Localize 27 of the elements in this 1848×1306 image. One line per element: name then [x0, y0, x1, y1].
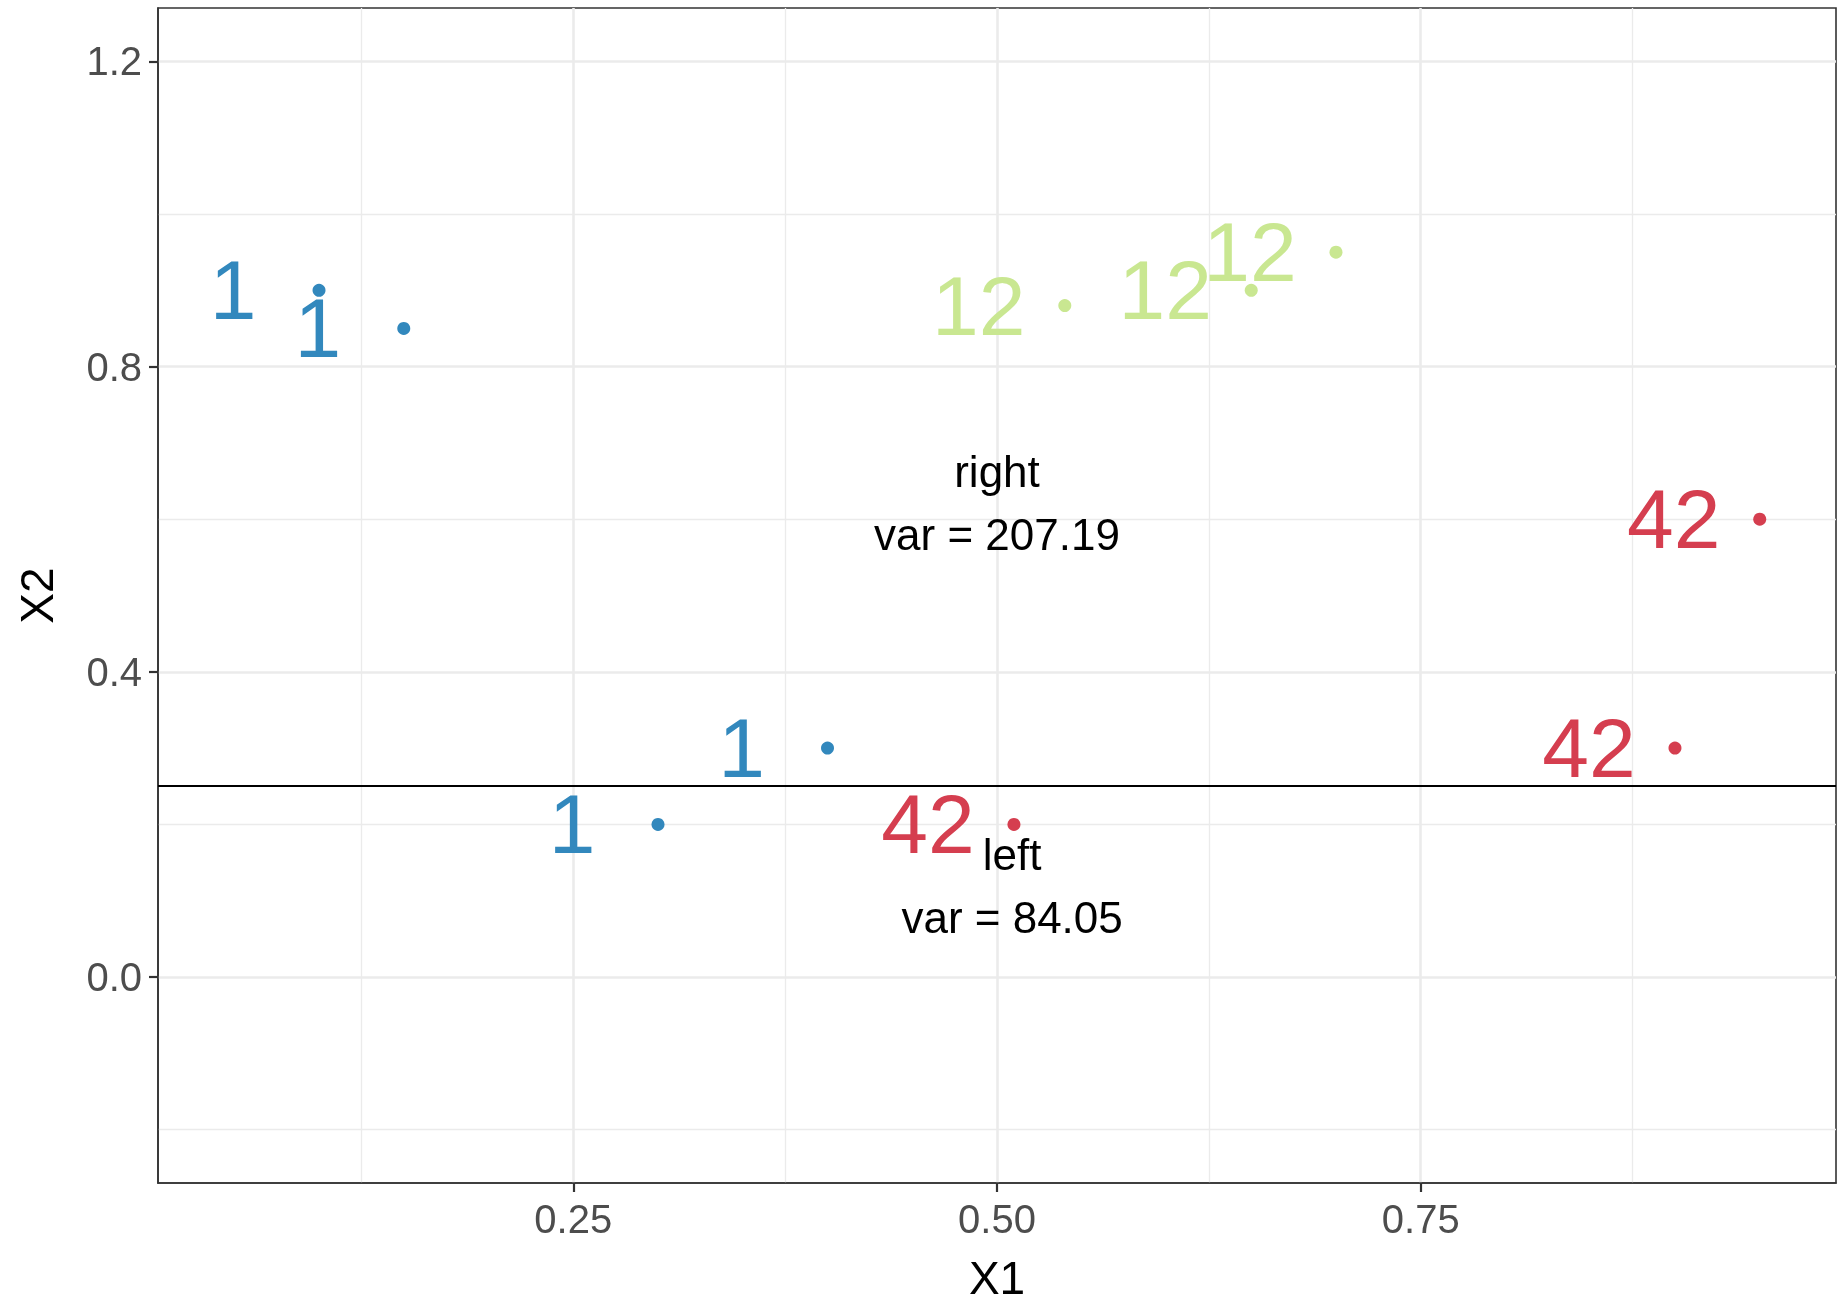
point: [312, 283, 326, 297]
text: 12: [932, 258, 1026, 353]
point: [821, 741, 835, 755]
series-label: 1: [294, 281, 342, 376]
text: 1: [718, 701, 765, 796]
x-axis-title: X1: [968, 1252, 1026, 1304]
point: [1329, 245, 1343, 259]
annotation: right var = 207.19: [874, 447, 1120, 560]
point: [1668, 741, 1682, 755]
text: 1: [548, 777, 596, 872]
text: 42: [1542, 701, 1636, 796]
y-axis-title: X2: [11, 567, 63, 624]
x-tick-label: 0.25: [534, 1197, 613, 1241]
x-tick-label: 0.75: [1381, 1197, 1460, 1241]
y-tick-label: 1.2: [86, 39, 142, 84]
y-tick-label: 0.0: [86, 954, 142, 999]
y-tick-label: 0.8: [86, 344, 142, 389]
x-tick-label: 0.50: [958, 1197, 1036, 1241]
point: [651, 817, 665, 831]
point: [1753, 512, 1767, 526]
series-label: 42: [1627, 472, 1721, 567]
point: [397, 321, 411, 335]
point: [1058, 299, 1072, 313]
text: 1: [209, 243, 257, 338]
point: [1244, 283, 1258, 297]
point: [1007, 817, 1021, 831]
y-tick-label: 0.4: [86, 649, 142, 694]
